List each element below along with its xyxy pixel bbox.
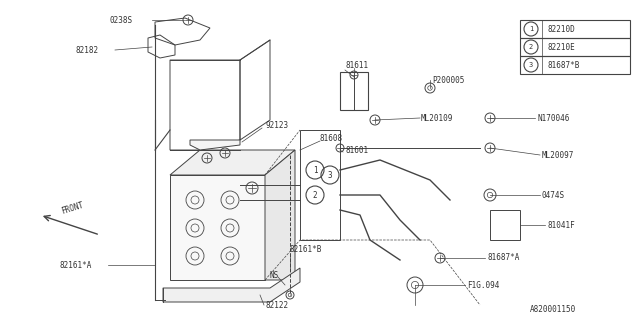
Text: 82210D: 82210D bbox=[547, 25, 575, 34]
Text: 81611: 81611 bbox=[345, 60, 368, 69]
Text: N170046: N170046 bbox=[537, 114, 570, 123]
Text: 0238S: 0238S bbox=[110, 15, 133, 25]
Text: 0474S: 0474S bbox=[542, 190, 565, 199]
Polygon shape bbox=[190, 140, 240, 150]
Text: FRONT: FRONT bbox=[60, 200, 84, 216]
Text: 92123: 92123 bbox=[265, 121, 288, 130]
Bar bbox=[520, 56, 630, 74]
Text: 2: 2 bbox=[313, 190, 317, 199]
Polygon shape bbox=[265, 150, 295, 280]
Text: P200005: P200005 bbox=[432, 76, 465, 84]
Text: 81601: 81601 bbox=[345, 146, 368, 155]
Text: 3: 3 bbox=[328, 171, 332, 180]
Polygon shape bbox=[170, 150, 295, 175]
Text: A820001150: A820001150 bbox=[530, 306, 576, 315]
Text: 82161*A: 82161*A bbox=[60, 260, 92, 269]
Text: NS: NS bbox=[270, 270, 279, 279]
Text: 82122: 82122 bbox=[265, 300, 288, 309]
Bar bbox=[520, 38, 630, 56]
Text: 82210E: 82210E bbox=[547, 43, 575, 52]
Text: 82161*B: 82161*B bbox=[290, 245, 323, 254]
Bar bbox=[340, 72, 368, 110]
Text: 81608: 81608 bbox=[320, 133, 343, 142]
Text: 81687*A: 81687*A bbox=[487, 253, 520, 262]
Text: ML20109: ML20109 bbox=[421, 114, 453, 123]
Text: 82182: 82182 bbox=[75, 45, 98, 54]
Text: 3: 3 bbox=[529, 62, 533, 68]
Text: F1G.094: F1G.094 bbox=[467, 281, 499, 290]
Text: 81041F: 81041F bbox=[547, 220, 575, 229]
Text: 1: 1 bbox=[313, 165, 317, 174]
Polygon shape bbox=[163, 268, 300, 302]
Text: ML20097: ML20097 bbox=[542, 150, 574, 159]
Text: 1: 1 bbox=[529, 26, 533, 32]
Polygon shape bbox=[170, 175, 265, 280]
Text: 2: 2 bbox=[529, 44, 533, 50]
Bar bbox=[520, 20, 630, 38]
Text: 81687*B: 81687*B bbox=[547, 60, 579, 69]
